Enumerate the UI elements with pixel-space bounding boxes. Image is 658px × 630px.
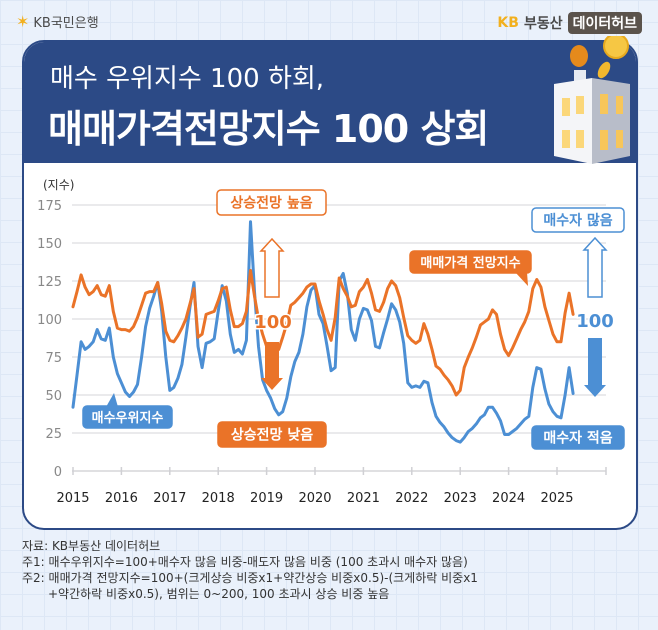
x-tick-label: 2025 bbox=[540, 491, 573, 506]
y-tick-label: 125 bbox=[37, 275, 62, 290]
x-tick-label: 2016 bbox=[105, 491, 138, 506]
x-tick-label: 2021 bbox=[347, 491, 380, 506]
x-tick-label: 2020 bbox=[298, 491, 331, 506]
price-series-callout: 매매가격 전망지수 bbox=[409, 250, 532, 274]
y-tick-label: 75 bbox=[45, 351, 62, 366]
x-tick-label: 2017 bbox=[153, 491, 186, 506]
buy-series-callout-text: 매수우위지수 bbox=[92, 411, 164, 426]
hub-logo-name: 부동산 bbox=[523, 16, 563, 32]
footnote-2-line-2: +약간하락 비중x0.5), 범위는 0~200, 100 초과시 상승 비중 … bbox=[48, 587, 390, 601]
x-tick-label: 2023 bbox=[444, 491, 477, 506]
blue-100-label: 100 bbox=[576, 311, 614, 332]
rise-high-label: 상승전망 높음 bbox=[216, 189, 327, 216]
kb-star-icon: ✶ bbox=[16, 12, 30, 31]
rise-low-label-box bbox=[217, 421, 327, 448]
x-tick-label: 2019 bbox=[250, 491, 283, 506]
rise-low-label-text: 상승전망 낮음 bbox=[231, 427, 313, 444]
buyers-many-label: 매수자 많음 bbox=[531, 207, 625, 233]
x-tick-label: 2024 bbox=[492, 491, 525, 506]
hub-logo-tag: 데이터허브 bbox=[567, 12, 642, 34]
title-banner: 매수 우위지수 100 하회, 매매가격전망지수 100 상회 bbox=[24, 42, 636, 163]
price-series-callout-box bbox=[409, 250, 532, 274]
rise-high-label-text: 상승전망 높음 bbox=[230, 195, 312, 212]
x-tick-label: 2022 bbox=[395, 491, 428, 506]
price-callout-pointer bbox=[515, 272, 528, 286]
y-tick-label: 50 bbox=[45, 389, 62, 404]
bank-logo-text: KB국민은행 bbox=[33, 16, 99, 31]
x-tick-label: 2018 bbox=[202, 491, 235, 506]
up-arrow-blue-icon bbox=[582, 236, 608, 298]
y-tick-label: 150 bbox=[37, 237, 62, 252]
buy-series-callout: 매수우위지수 bbox=[82, 405, 173, 429]
footnote-2-line-1: 주2: 매매가격 전망지수=100+(크게상승 비중x1+약간상승 비중x0.5… bbox=[22, 571, 478, 585]
buy-callout-pointer bbox=[106, 393, 118, 407]
hub-logo-kb: KB bbox=[497, 15, 519, 31]
y-tick-label: 0 bbox=[54, 465, 62, 480]
down-arrow-blue-icon bbox=[584, 338, 606, 397]
y-tick-label: 25 bbox=[45, 427, 62, 442]
buy-series-callout-box bbox=[82, 405, 173, 429]
buyers-many-label-text: 매수자 많음 bbox=[543, 212, 612, 229]
price-series-callout-text: 매매가격 전망지수 bbox=[420, 255, 520, 271]
kb-kookmin-bank-logo: ✶ KB국민은행 bbox=[16, 12, 99, 31]
series-line-price-outlook bbox=[71, 268, 575, 397]
rise-low-label: 상승전망 낮음 bbox=[217, 421, 327, 448]
x-tick-label: 2015 bbox=[56, 491, 89, 506]
down-arrow-orange-icon bbox=[261, 342, 283, 390]
orange-100-label: 100 bbox=[254, 312, 292, 333]
y-tick-label: 100 bbox=[37, 313, 62, 328]
footnote-1: 주1: 매수우위지수=100+매수자 많음 비중-매도자 많음 비중 (100 … bbox=[22, 555, 468, 569]
rise-high-label-box bbox=[216, 189, 327, 216]
footnote-source: 자료: KB부동산 데이터허브 bbox=[22, 539, 161, 553]
title-line-2: 매매가격전망지수 100 상회 bbox=[48, 107, 489, 151]
footnotes: 자료: KB부동산 데이터허브 주1: 매수우위지수=100+매수자 많음 비중… bbox=[22, 538, 478, 602]
title-line-1: 매수 우위지수 100 하회, bbox=[50, 64, 325, 94]
buyers-few-label-text: 매수자 적음 bbox=[543, 430, 612, 447]
up-arrow-orange-icon bbox=[259, 237, 285, 298]
y-tick-label: 175 bbox=[37, 199, 62, 214]
buyers-many-label-box bbox=[531, 207, 625, 233]
building-with-coins-icon bbox=[554, 36, 630, 164]
kb-data-hub-logo: KB 부동산 데이터허브 bbox=[497, 12, 642, 34]
y-axis-label: (지수) bbox=[43, 178, 74, 192]
buyers-few-label: 매수자 적음 bbox=[531, 425, 625, 450]
buyers-few-label-box bbox=[531, 425, 625, 450]
